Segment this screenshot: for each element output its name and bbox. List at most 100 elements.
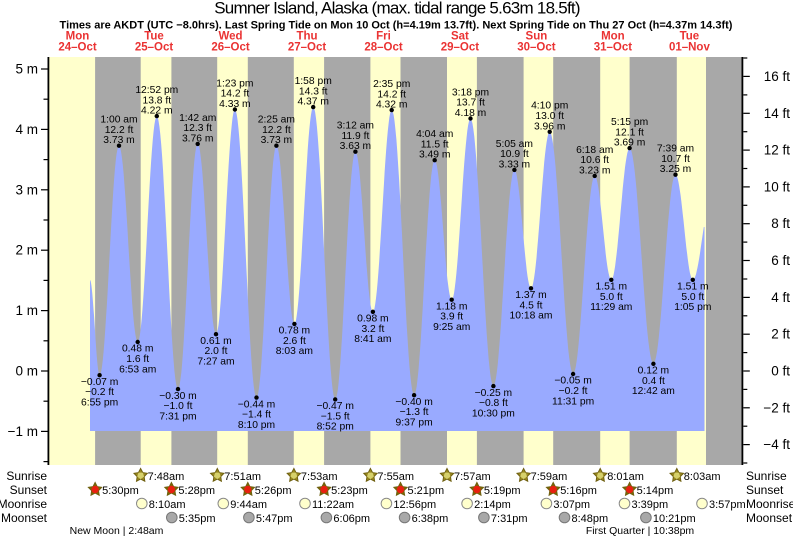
svg-text:5:05 am: 5:05 am [496, 139, 533, 150]
svg-text:0.4 ft: 0.4 ft [642, 376, 665, 387]
svg-text:10.7 ft: 10.7 ft [661, 154, 690, 165]
svg-text:30–Oct: 30–Oct [517, 41, 556, 53]
svg-text:0 m: 0 m [15, 364, 38, 379]
svg-text:11:31 pm: 11:31 pm [552, 396, 594, 407]
svg-text:2:35 pm: 2:35 pm [373, 79, 410, 90]
svg-text:11.5 ft: 11.5 ft [421, 139, 449, 150]
svg-text:24–Oct: 24–Oct [58, 41, 97, 53]
svg-text:5:23pm: 5:23pm [331, 485, 368, 497]
svg-text:3:07pm: 3:07pm [553, 499, 590, 511]
svg-text:12 ft: 12 ft [764, 143, 791, 158]
svg-text:4 m: 4 m [15, 122, 38, 137]
svg-text:3.73 m: 3.73 m [103, 135, 134, 146]
svg-text:4 ft: 4 ft [771, 290, 790, 305]
svg-text:0.78 m: 0.78 m [279, 326, 310, 337]
svg-text:7:53am: 7:53am [301, 471, 338, 483]
svg-text:Tue: Tue [680, 30, 700, 42]
svg-text:−1 m: −1 m [8, 424, 38, 439]
svg-text:Mon: Mon [601, 30, 625, 42]
svg-text:28–Oct: 28–Oct [364, 41, 403, 53]
svg-text:5:26pm: 5:26pm [255, 485, 292, 497]
svg-text:Sumner Island, Alaska (max. ti: Sumner Island, Alaska (max. tidal range … [214, 0, 580, 18]
svg-text:2.0 ft: 2.0 ft [205, 346, 228, 357]
svg-text:7:27 am: 7:27 am [197, 357, 234, 368]
svg-text:4.18 m: 4.18 m [455, 108, 486, 119]
svg-text:29–Oct: 29–Oct [441, 41, 480, 53]
svg-text:Thu: Thu [296, 30, 317, 42]
svg-text:1.51 m: 1.51 m [596, 282, 627, 293]
svg-text:Sunrise: Sunrise [6, 469, 47, 483]
svg-text:1 m: 1 m [15, 303, 38, 318]
svg-text:7:55am: 7:55am [377, 471, 414, 483]
svg-text:3 m: 3 m [15, 182, 38, 197]
svg-text:8:01am: 8:01am [607, 471, 644, 483]
svg-text:−4 ft: −4 ft [763, 437, 790, 452]
svg-text:3.76 m: 3.76 m [182, 133, 213, 144]
svg-text:3.23 m: 3.23 m [579, 165, 610, 176]
svg-text:1.18 m: 1.18 m [436, 301, 467, 312]
svg-text:7:39 am: 7:39 am [657, 144, 694, 155]
svg-text:2 m: 2 m [15, 243, 38, 258]
svg-text:6:55 pm: 6:55 pm [81, 398, 118, 409]
svg-text:9:37 pm: 9:37 pm [395, 418, 432, 429]
svg-text:4.33 m: 4.33 m [219, 99, 250, 110]
svg-text:3.69 m: 3.69 m [614, 138, 645, 149]
svg-text:11:22am: 11:22am [312, 499, 354, 511]
svg-text:8:10 pm: 8:10 pm [238, 420, 275, 431]
svg-text:5 m: 5 m [15, 62, 38, 77]
svg-text:6:18 am: 6:18 am [576, 145, 613, 156]
svg-text:8:52 pm: 8:52 pm [317, 422, 354, 433]
svg-text:6 ft: 6 ft [771, 253, 790, 268]
svg-text:7:48am: 7:48am [148, 471, 185, 483]
svg-text:5.0 ft: 5.0 ft [600, 292, 623, 303]
svg-text:9:25 am: 9:25 am [433, 322, 470, 333]
svg-text:−1.0 ft: −1.0 ft [164, 401, 193, 412]
svg-text:12.2 ft: 12.2 ft [105, 125, 134, 136]
svg-text:7:31 pm: 7:31 pm [159, 411, 196, 422]
svg-text:5:19pm: 5:19pm [484, 485, 521, 497]
svg-text:0.48 m: 0.48 m [122, 344, 153, 355]
svg-text:4:04 am: 4:04 am [416, 129, 453, 140]
svg-text:−0.07 m: −0.07 m [81, 377, 119, 388]
svg-text:5:21pm: 5:21pm [408, 485, 445, 497]
svg-text:3.49 m: 3.49 m [419, 150, 450, 161]
svg-text:0 ft: 0 ft [771, 364, 790, 379]
svg-text:6:06pm: 6:06pm [333, 513, 370, 525]
svg-text:3:57pm: 3:57pm [709, 499, 746, 511]
svg-text:Moonrise: Moonrise [746, 497, 793, 511]
svg-text:14.2 ft: 14.2 ft [221, 89, 250, 100]
svg-text:5:16pm: 5:16pm [560, 485, 597, 497]
svg-text:10:18 am: 10:18 am [510, 311, 553, 322]
svg-text:First Quarter | 10:38pm: First Quarter | 10:38pm [586, 525, 695, 537]
svg-text:9:44am: 9:44am [230, 499, 267, 511]
svg-text:10:30 pm: 10:30 pm [472, 408, 515, 419]
svg-text:4.5 ft: 4.5 ft [520, 300, 543, 311]
svg-text:2.6 ft: 2.6 ft [283, 336, 306, 347]
svg-text:3.33 m: 3.33 m [499, 159, 530, 170]
svg-text:5:15 pm: 5:15 pm [611, 117, 648, 128]
svg-text:12.2 ft: 12.2 ft [262, 125, 291, 136]
svg-text:1:23 pm: 1:23 pm [216, 78, 253, 89]
svg-text:2 ft: 2 ft [771, 327, 790, 342]
svg-text:31–Oct: 31–Oct [594, 41, 633, 53]
svg-text:3:39pm: 3:39pm [632, 499, 669, 511]
svg-text:7:31pm: 7:31pm [491, 513, 528, 525]
svg-text:−1.4 ft: −1.4 ft [242, 410, 271, 421]
svg-text:Wed: Wed [218, 30, 242, 42]
svg-text:−0.2 ft: −0.2 ft [85, 387, 114, 398]
svg-text:−0.05 m: −0.05 m [554, 376, 592, 387]
svg-text:25–Oct: 25–Oct [135, 41, 174, 53]
svg-text:27–Oct: 27–Oct [288, 41, 327, 53]
svg-text:−0.30 m: −0.30 m [159, 391, 197, 402]
svg-text:12:52 pm: 12:52 pm [135, 85, 178, 96]
svg-text:Sun: Sun [526, 30, 548, 42]
svg-text:3.96 m: 3.96 m [534, 121, 565, 132]
svg-text:3.73 m: 3.73 m [261, 135, 292, 146]
svg-text:01–Nov: 01–Nov [669, 41, 711, 53]
svg-text:−0.40 m: −0.40 m [395, 397, 433, 408]
svg-text:14.3 ft: 14.3 ft [299, 86, 328, 97]
svg-text:1.37 m: 1.37 m [515, 290, 546, 301]
svg-text:1.6 ft: 1.6 ft [126, 354, 149, 365]
svg-text:Moonrise: Moonrise [0, 497, 47, 511]
svg-text:4.37 m: 4.37 m [297, 97, 328, 108]
